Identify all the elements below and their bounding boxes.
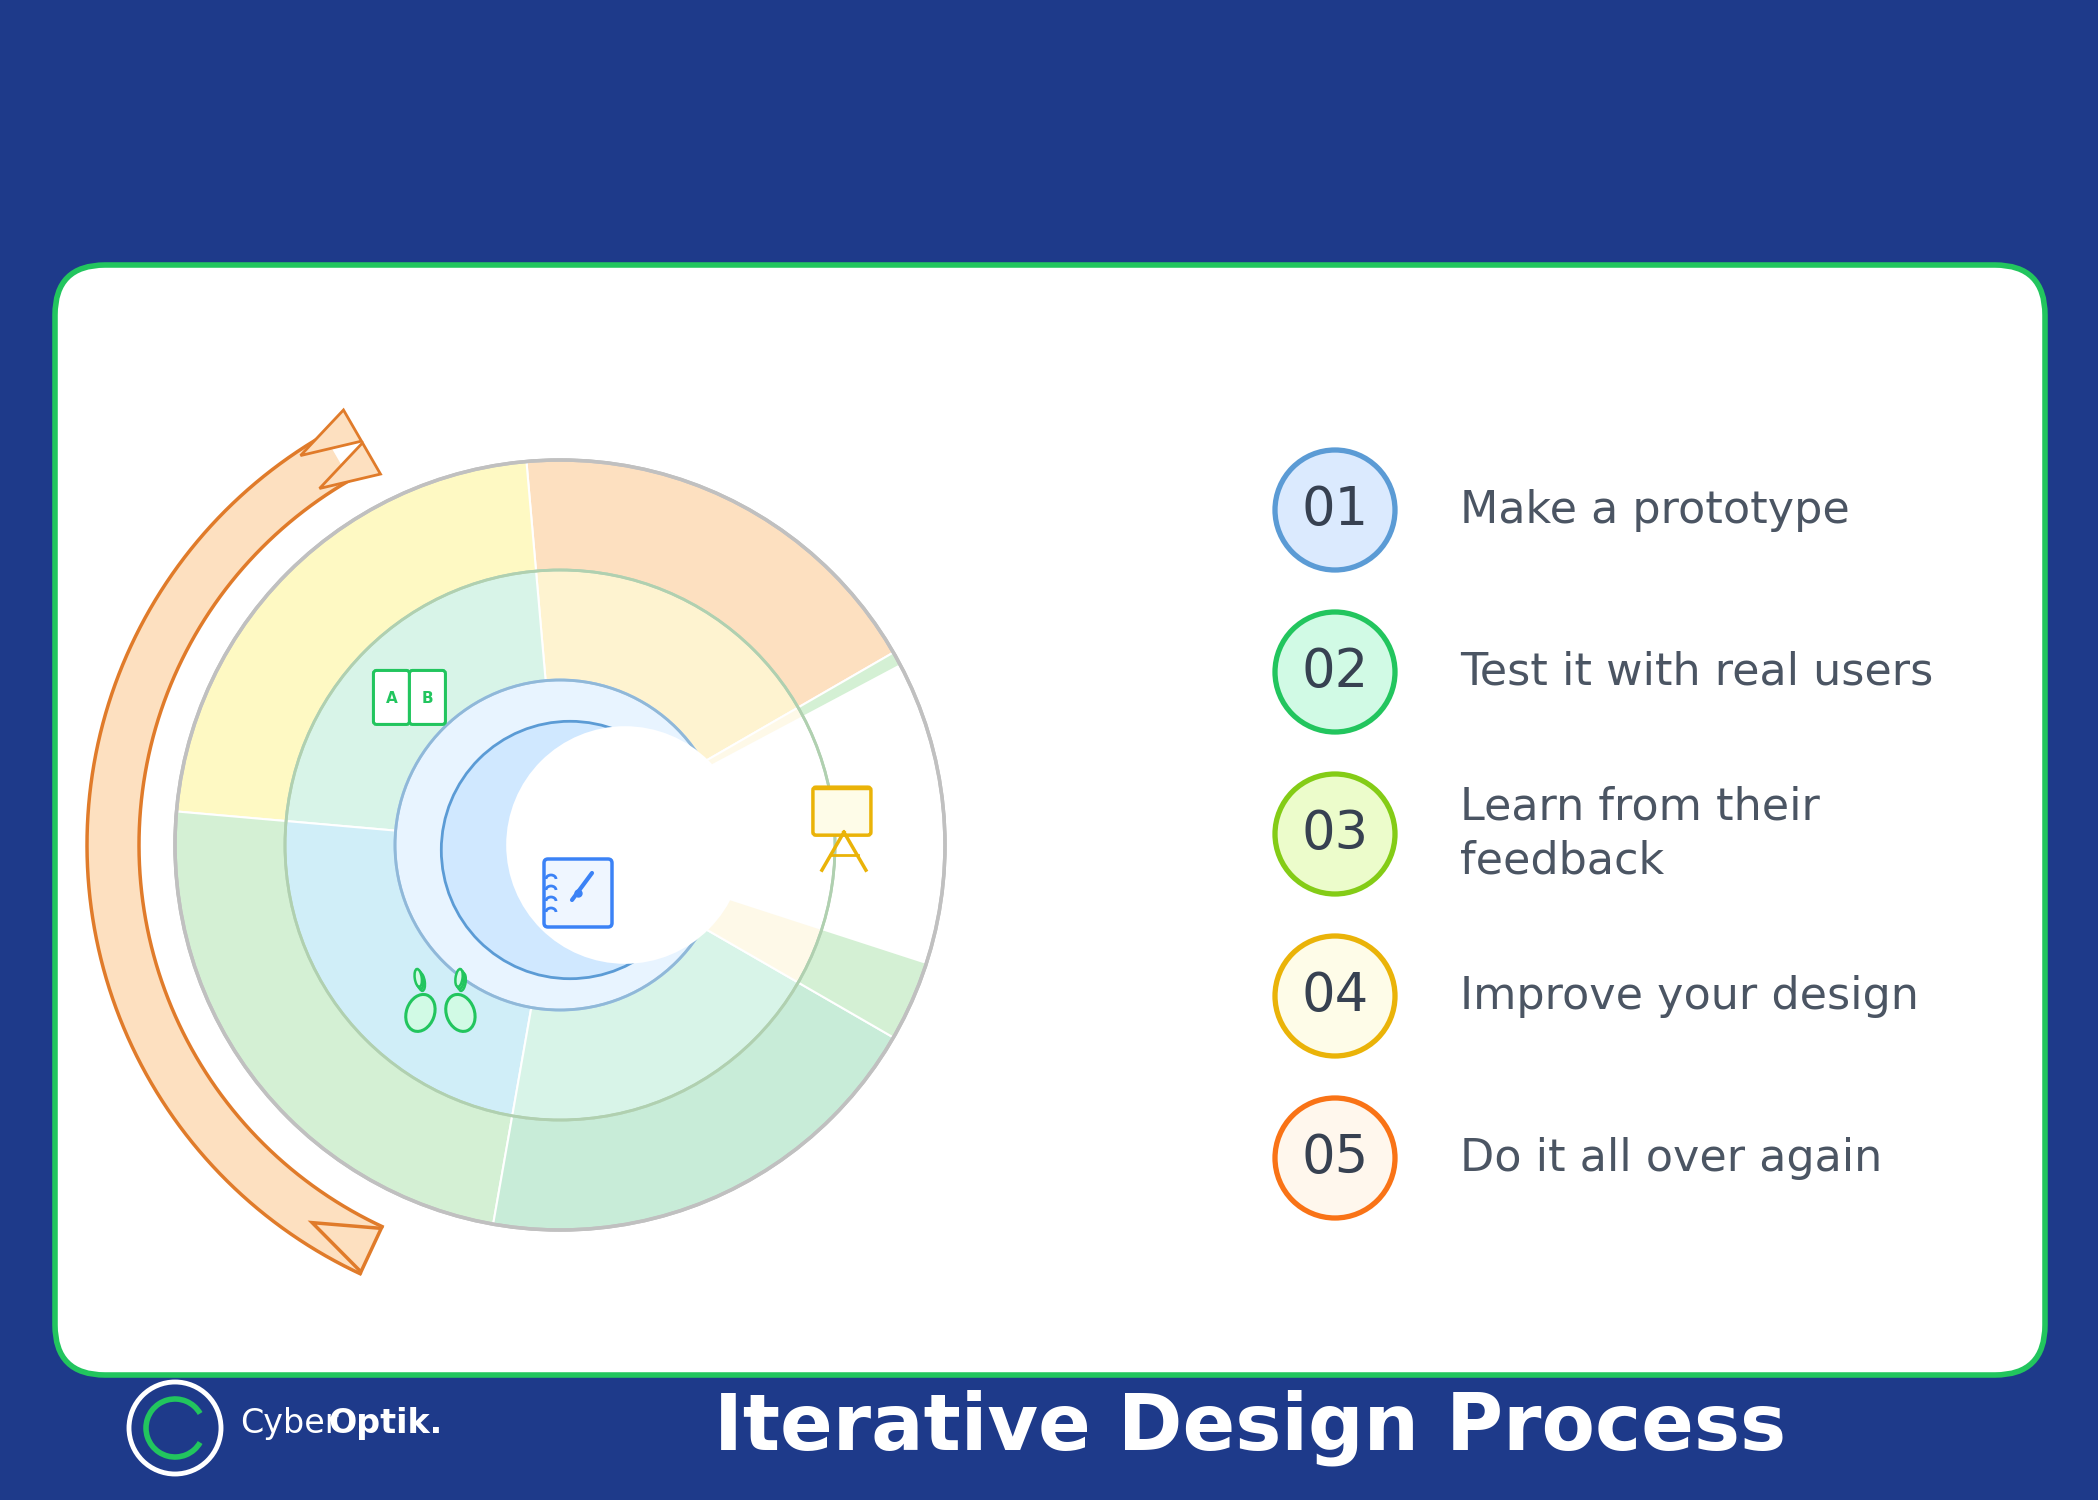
Polygon shape	[313, 1222, 382, 1272]
Text: 02: 02	[1301, 646, 1368, 698]
Ellipse shape	[459, 974, 466, 992]
Text: Improve your design: Improve your design	[1460, 975, 1920, 1017]
Wedge shape	[527, 460, 894, 708]
Wedge shape	[174, 812, 512, 1224]
Text: Cyber: Cyber	[239, 1407, 338, 1440]
Ellipse shape	[445, 994, 474, 1032]
Circle shape	[394, 680, 726, 1010]
Ellipse shape	[457, 970, 464, 988]
Ellipse shape	[455, 969, 464, 987]
Wedge shape	[285, 821, 531, 1116]
FancyBboxPatch shape	[812, 788, 871, 836]
Text: Test it with real users: Test it with real users	[1460, 651, 1932, 693]
Polygon shape	[313, 1222, 382, 1272]
Polygon shape	[313, 1222, 382, 1272]
Polygon shape	[319, 442, 380, 489]
Circle shape	[506, 726, 745, 964]
Wedge shape	[797, 652, 944, 1038]
FancyBboxPatch shape	[373, 670, 409, 724]
FancyBboxPatch shape	[543, 859, 613, 927]
Wedge shape	[535, 570, 797, 762]
FancyBboxPatch shape	[409, 670, 445, 724]
Ellipse shape	[418, 974, 426, 992]
Wedge shape	[804, 664, 944, 964]
Circle shape	[1276, 450, 1395, 570]
Text: 05: 05	[1301, 1132, 1368, 1184]
Wedge shape	[493, 982, 894, 1230]
Text: Make a prototype: Make a prototype	[1460, 489, 1850, 531]
Circle shape	[1276, 1098, 1395, 1218]
Text: Optik.: Optik.	[327, 1407, 443, 1440]
Circle shape	[1276, 774, 1395, 894]
Text: 03: 03	[1301, 808, 1368, 859]
Wedge shape	[512, 927, 797, 1120]
Text: 04: 04	[1301, 970, 1368, 1022]
FancyBboxPatch shape	[55, 266, 2046, 1376]
Circle shape	[441, 722, 699, 978]
Polygon shape	[313, 1222, 382, 1272]
Text: Learn from their
feedback: Learn from their feedback	[1460, 784, 1819, 883]
Text: 01: 01	[1301, 484, 1368, 536]
Text: Iterative Design Process: Iterative Design Process	[713, 1389, 1785, 1467]
Text: Do it all over again: Do it all over again	[1460, 1137, 1882, 1179]
Text: B: B	[422, 692, 434, 706]
Wedge shape	[176, 462, 535, 820]
Polygon shape	[300, 410, 361, 456]
Circle shape	[1276, 612, 1395, 732]
Ellipse shape	[405, 994, 434, 1032]
Polygon shape	[86, 435, 382, 1273]
Circle shape	[1276, 936, 1395, 1056]
Ellipse shape	[415, 970, 424, 988]
Wedge shape	[703, 708, 835, 982]
Ellipse shape	[415, 969, 422, 987]
Text: A: A	[386, 692, 397, 706]
Wedge shape	[705, 716, 835, 930]
Wedge shape	[285, 572, 545, 831]
